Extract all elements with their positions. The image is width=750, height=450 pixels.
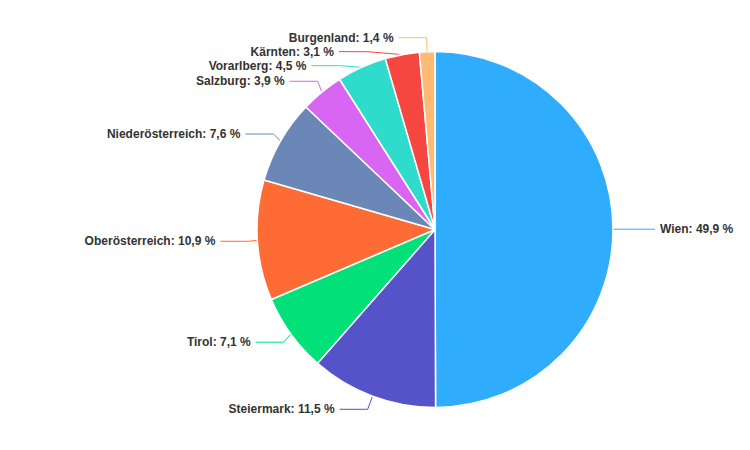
svg-text:Oberösterreich: 10,9 %: Oberösterreich: 10,9 %	[85, 234, 216, 248]
svg-text:Burgenland: 1,4 %: Burgenland: 1,4 %	[289, 31, 394, 45]
svg-text:Salzburg: 3,9 %: Salzburg: 3,9 %	[196, 74, 285, 88]
svg-text:Tirol: 7,1 %: Tirol: 7,1 %	[187, 335, 251, 349]
svg-text:Kärnten: 3,1 %: Kärnten: 3,1 %	[251, 45, 335, 59]
svg-text:Niederösterreich: 7,6 %: Niederösterreich: 7,6 %	[107, 127, 241, 141]
svg-text:Steiermark: 11,5 %: Steiermark: 11,5 %	[229, 402, 335, 416]
svg-text:Wien: 49,9 %: Wien: 49,9 %	[660, 222, 734, 236]
svg-text:Vorarlberg: 4,5 %: Vorarlberg: 4,5 %	[209, 59, 307, 73]
